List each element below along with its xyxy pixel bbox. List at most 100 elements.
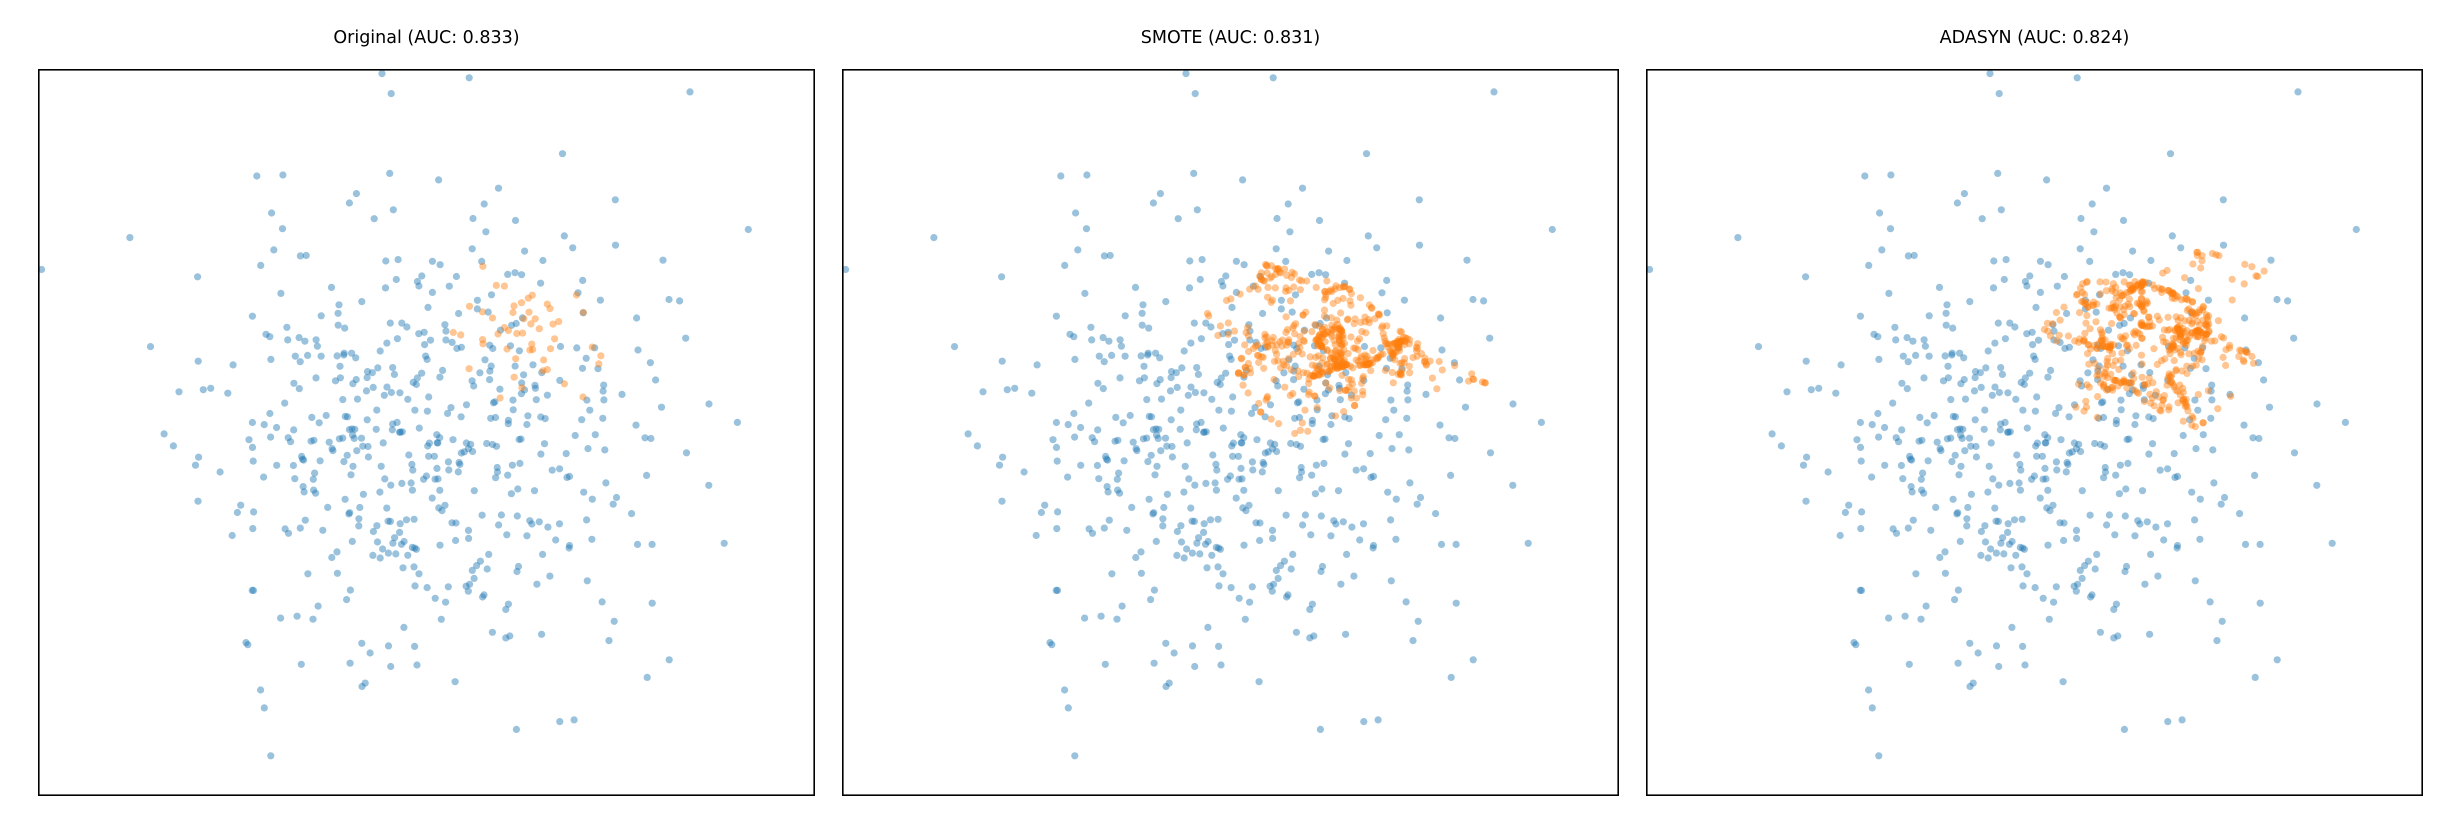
scatter-point [517, 390, 525, 398]
scatter-point [1294, 347, 1302, 356]
scatter-point [1870, 330, 1878, 338]
scatter-point [1280, 557, 1288, 565]
scatter-point [1382, 416, 1390, 424]
scatter-point [363, 416, 371, 424]
scatter-point [1241, 615, 1249, 623]
scatter-point [1339, 294, 1347, 303]
scatter-point [2090, 298, 2098, 306]
scatter-point [1891, 323, 1899, 331]
scatter-point [2194, 355, 2202, 363]
scatter-point [1337, 357, 1345, 365]
scatter-point [2012, 395, 2020, 403]
scatter-point [1970, 387, 1979, 395]
scatter-point [1298, 419, 1306, 427]
scatter-point [1237, 439, 1245, 447]
scatter-point [415, 330, 423, 338]
scatter-point [2104, 343, 2112, 351]
scatter-point [1885, 614, 1893, 622]
scatter-point [1335, 336, 1344, 344]
scatter-point [2168, 343, 2176, 351]
scatter-point [529, 345, 537, 354]
scatter-point [2198, 257, 2206, 265]
scatter-point [1244, 359, 1252, 368]
scatter-point [1262, 261, 1271, 270]
scatter-point [1101, 660, 1109, 668]
scatter-point [1219, 282, 1227, 290]
scatter-point [2188, 488, 2196, 496]
scatter-point [1350, 402, 1359, 410]
scatter-point [2081, 562, 2089, 570]
scatter-point [1229, 452, 1237, 460]
scatter-point [1167, 368, 1176, 376]
scatter-point [588, 535, 596, 543]
scatter-point [436, 434, 444, 442]
scatter-point [300, 488, 308, 496]
scatter-point [449, 436, 457, 444]
scatter-point [1438, 346, 1446, 354]
scatter-point [1340, 356, 1348, 364]
scatter-point [2126, 286, 2135, 294]
scatter-point [2202, 311, 2210, 319]
scatter-point [2185, 350, 2193, 358]
scatter-point [508, 321, 516, 329]
scatter-point [1254, 285, 1262, 293]
scatter-point [1167, 416, 1175, 424]
scatter-point [2004, 389, 2012, 397]
scatter-point [1263, 269, 1271, 277]
scatter-point [2132, 412, 2140, 420]
scatter-point [1360, 361, 1368, 369]
scatter-point [194, 357, 202, 365]
scatter-point [386, 169, 394, 177]
scatter-point [1299, 369, 1308, 377]
scatter-point [1375, 353, 1383, 361]
scatter-point [2098, 328, 2106, 336]
scatter-point [1271, 270, 1280, 279]
scatter-point [2023, 424, 2031, 432]
scatter-point [2086, 511, 2094, 519]
scatter-point [2123, 384, 2131, 392]
scatter-point [1144, 458, 1152, 466]
scatter-point [2156, 466, 2164, 474]
scatter-point [1281, 383, 1289, 391]
scatter-point [1246, 327, 1254, 335]
scatter-point [2129, 286, 2137, 294]
scatter-point [2116, 289, 2124, 297]
scatter-point [1324, 360, 1332, 368]
scatter-point [1391, 339, 1399, 347]
scatter-point [1371, 315, 1379, 323]
scatter-point [1369, 472, 1378, 480]
scatter-point [435, 176, 443, 184]
scatter-point [1383, 309, 1391, 317]
scatter-point [2136, 330, 2144, 338]
scatter-point [2152, 523, 2160, 531]
scatter-point [304, 570, 312, 578]
scatter-point [2173, 323, 2182, 331]
scatter-point [1144, 349, 1152, 357]
scatter-point [420, 328, 428, 336]
scatter-point [1246, 285, 1254, 293]
scatter-point [1807, 386, 1815, 394]
scatter-point [2193, 327, 2201, 335]
scatter-point [2021, 374, 2029, 382]
scatter-point [2227, 392, 2235, 400]
scatter-point [2193, 309, 2201, 317]
scatter-point [538, 630, 546, 638]
scatter-point [2265, 403, 2274, 411]
scatter-point [1117, 342, 1125, 350]
scatter-point [1283, 271, 1291, 279]
scatter-point [1313, 396, 1321, 404]
scatter-point [633, 314, 641, 322]
scatter-point [310, 486, 318, 494]
scatter-point [1331, 412, 1340, 420]
scatter-point [2209, 446, 2217, 454]
scatter-point [1310, 372, 1318, 380]
scatter-point [1215, 642, 1223, 651]
scatter-point [2190, 310, 2198, 318]
scatter-point [468, 245, 476, 253]
scatter-point [1387, 577, 1395, 585]
scatter-point [2143, 299, 2151, 307]
scatter-point [1229, 393, 1237, 401]
scatter-point [1331, 364, 1339, 372]
scatter-point [1149, 199, 1157, 207]
scatter-point [1395, 347, 1403, 355]
